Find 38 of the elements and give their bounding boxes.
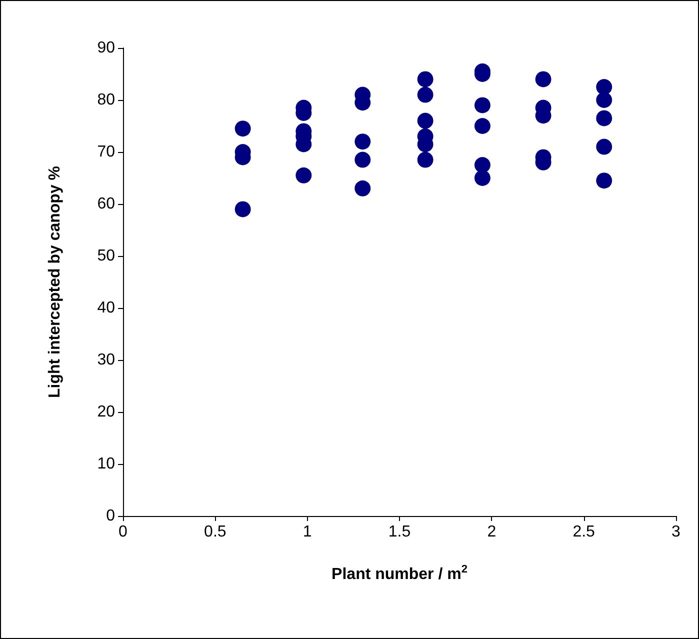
y-tick-label: 50: [97, 248, 116, 264]
point: [596, 138, 612, 155]
point: [354, 134, 371, 150]
point: [474, 157, 490, 173]
point: [474, 170, 490, 186]
point: [354, 152, 371, 168]
x-tick-label: 2.5: [572, 524, 596, 540]
point: [474, 97, 490, 114]
point: [354, 180, 371, 196]
point: [417, 71, 434, 88]
y-tick-label: 70: [97, 144, 116, 160]
point: [296, 167, 312, 184]
point: [474, 118, 490, 134]
point: [596, 92, 612, 108]
point: [596, 79, 612, 95]
y-tick-label: 60: [97, 196, 116, 212]
x-tick-label: 0: [118, 524, 128, 540]
point: [535, 71, 552, 88]
point: [234, 120, 251, 137]
y-tick-label: 10: [97, 456, 116, 472]
x-tick-label: 1.5: [388, 524, 411, 540]
y-tick-label: 40: [97, 300, 116, 316]
y-tick-label: 90: [97, 40, 116, 56]
point: [234, 201, 251, 218]
point: [417, 112, 434, 129]
y-axis-title: Light intercepted by canopy %: [46, 166, 64, 398]
point: [417, 86, 434, 103]
x-tick-label: 1: [302, 524, 312, 540]
point: [596, 110, 612, 126]
y-tick-label: 80: [97, 92, 116, 108]
y-tick-label: 20: [97, 404, 116, 420]
x-tick-label: 3: [672, 524, 681, 540]
point: [596, 172, 612, 189]
x-tick-label: 0.5: [204, 524, 226, 540]
y-tick-label: 0: [106, 508, 116, 524]
y-tick-label: 30: [97, 352, 116, 368]
x-tick-label: 2: [487, 524, 496, 540]
point: [417, 152, 434, 168]
